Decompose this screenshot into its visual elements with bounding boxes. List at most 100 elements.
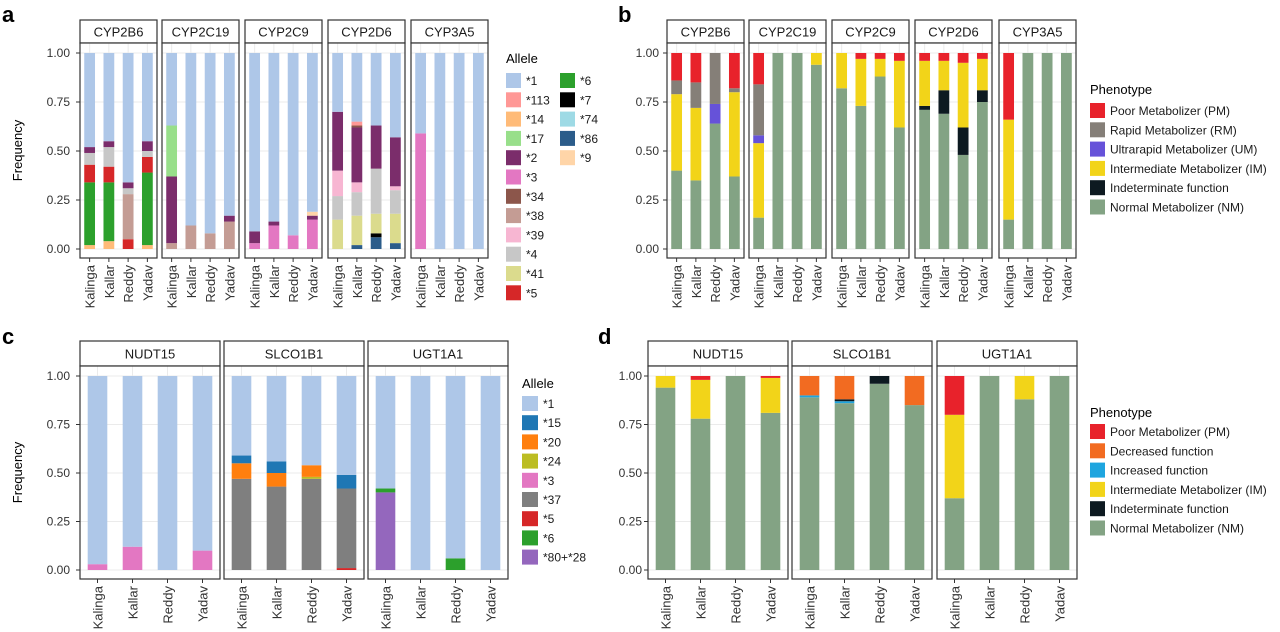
facet-title: SLCO1B1 [833,347,892,362]
facet-strip [647,340,789,367]
facet-title: CYP2D6 [341,25,392,40]
bar-segment [370,53,382,126]
x-tick-label: Reddy [305,586,320,624]
legend-title: Allele [506,51,538,66]
legend-label: Poor Metabolizer (PM) [1110,104,1230,118]
legend-swatch [1090,501,1105,517]
legend-label: Decreased function [1110,444,1213,458]
legend-label: *5 [526,286,538,300]
bar-segment [249,53,261,232]
bar-segment [944,414,965,499]
bar-segment [410,376,431,570]
y-tick-label: 0.50 [47,144,71,158]
legend-label: *86 [580,132,598,146]
facet-title: CYP2C19 [172,25,230,40]
bar-segment [690,53,702,83]
bar-segment [103,166,115,183]
bar-segment [753,53,765,85]
x-tick-label: Kalinga [752,264,767,308]
legend-label: Normal Metabolizer (NM) [1110,522,1244,536]
legend-swatch [522,396,538,411]
bar-segment [938,60,950,91]
x-tick-label: Yadav [1059,265,1074,301]
bar-segment [389,213,401,244]
bar-segment [332,196,344,220]
facet-title: CYP3A5 [1013,25,1063,40]
y-tick-label: 0.25 [619,515,643,529]
x-tick-label: Kallar [689,264,704,298]
bar-segment [231,376,252,456]
facet-title: CYP3A5 [425,25,475,40]
y-tick-label: 1.00 [47,369,71,383]
legend-swatch [522,472,538,488]
bar-segment [141,151,153,157]
x-tick-label: Reddy [452,265,467,303]
x-tick-label: Yadav [908,586,923,622]
facet-title: UGT1A1 [982,347,1033,362]
bar-segment [976,58,988,91]
legend-swatch [506,188,521,204]
y-tick-label: 0.75 [636,95,660,109]
bar-segment [122,182,134,189]
bar-segment [141,172,153,246]
bar-segment [268,221,280,226]
legend-swatch [1090,199,1105,215]
bar-segment [753,217,765,249]
bar-segment [753,135,765,144]
x-tick-label: Kalinga [331,264,346,308]
legend-c: Allele *1 *15 *20 *24 *3 *37 *5 *6 *80+*28 [522,376,586,565]
bar-segment [306,215,318,220]
x-tick-label: Yadav [196,586,211,622]
panel-letter: a [2,2,15,27]
bar-segment [834,376,855,400]
bar-segment [332,219,344,249]
facet-title: CYP2C9 [258,25,309,40]
legend-label: *74 [580,113,598,127]
bar-segment [166,176,178,244]
bar-segment [834,403,855,570]
x-tick-label: Kalinga [91,585,106,629]
x-tick-label: Kallar [414,585,429,619]
y-tick-label: 1.00 [636,46,660,60]
y-tick-label: 1.00 [47,46,71,60]
bar-segment [938,53,950,61]
bar-segment [760,376,781,378]
bar-segment [944,376,965,415]
bar-segment [893,127,905,249]
bar-segment [728,92,740,177]
bar-segment [103,241,115,249]
legend-label: *3 [543,474,555,488]
legend-d: Phenotype Poor Metabolizer (PM) Decreased … [1090,405,1267,536]
bar-segment [87,564,108,570]
bar-segment [976,102,988,249]
legend-swatch [1090,103,1105,118]
x-tick-label: Yadav [222,265,237,301]
legend-swatch [506,111,521,127]
bar-segment [84,53,96,148]
bar-segment [389,53,401,138]
legend-label: *34 [526,190,544,204]
y-axis-title: Frequency [10,119,25,181]
facet-CYP2D6: CYP2D6 Kalinga Kallar Reddy Yadav [914,19,993,308]
legend-label: *113 [526,93,550,107]
facet-SLCO1B1: SLCO1B1 Kalinga Kallar Reddy Yadav [791,340,933,629]
facet-frame [327,42,406,259]
panel-b: b 0.00 0.25 0.50 0.75 1.00 CYP2B6 Kalinga Kallar… [618,2,1267,308]
legend-swatch [522,434,538,450]
facet-CYP3A5: CYP3A5 Kalinga Kallar Reddy Yadav [998,19,1077,308]
bar-segment [370,237,382,249]
bar-segment [141,53,153,142]
x-tick-label: Reddy [956,265,971,303]
legend-label: *17 [526,132,544,146]
y-tick-label: 0.75 [619,418,643,432]
facet-frame [936,365,1078,580]
x-tick-label: Kallar [771,264,786,298]
bar-segment [223,53,235,216]
legend-swatch [506,92,521,108]
panel-letter: c [2,324,14,349]
x-tick-label: Kallar [937,264,952,298]
x-tick-label: Kallar [267,264,282,298]
bar-segment [166,243,178,249]
x-tick-label: Yadav [471,265,486,301]
bar-segment [141,156,153,173]
